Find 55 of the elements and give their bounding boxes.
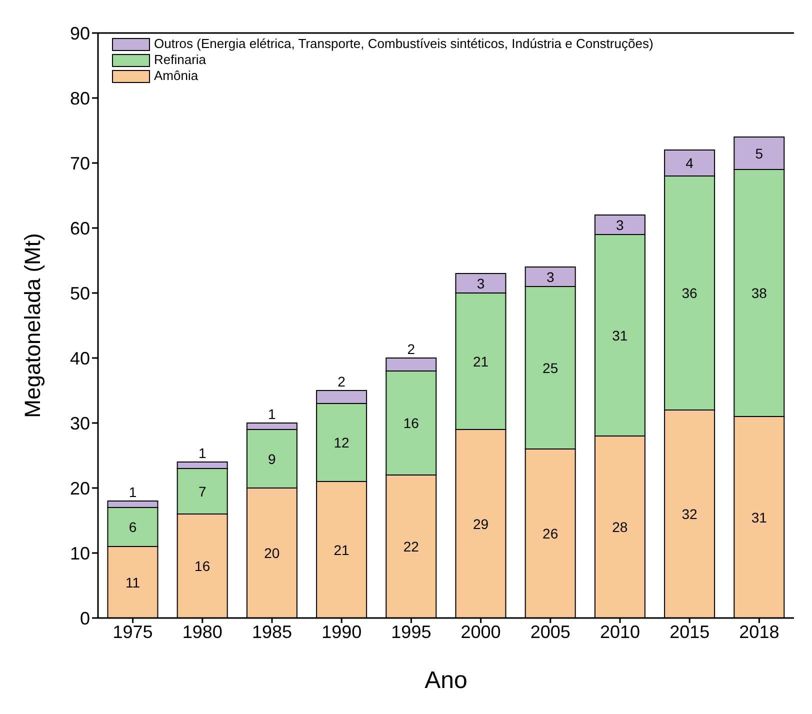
data-label: 22: [403, 538, 420, 554]
data-label: 11: [125, 574, 140, 590]
x-tick-label: 2018: [739, 622, 780, 642]
x-tick-label: 1980: [182, 622, 222, 642]
data-label: 6: [128, 519, 137, 535]
data-label: 29: [472, 516, 489, 532]
data-label: 4: [686, 155, 694, 171]
data-label: 7: [198, 483, 206, 500]
data-label: 16: [194, 558, 210, 574]
data-label: 2: [407, 341, 416, 357]
legend-label: Outros (Energia elétrica, Transporte, Combustíveis sintéticos, Indústria e Construções): [154, 36, 654, 52]
x-tick-label: 1995: [391, 622, 432, 642]
data-label: 32: [682, 506, 698, 522]
x-axis-title: Ano: [424, 667, 468, 694]
data-label: 5: [755, 145, 764, 162]
data-label: 31: [612, 327, 628, 344]
data-label: 12: [334, 434, 350, 450]
y-tick-label: 60: [70, 218, 90, 238]
x-tick-label: 2015: [670, 622, 710, 642]
data-label: 36: [682, 285, 698, 301]
x-tick-label: 2010: [600, 622, 640, 642]
data-label: 26: [542, 526, 558, 542]
x-tick-label: 1975: [112, 622, 153, 642]
y-tick-label: 30: [70, 413, 90, 434]
y-tick-label: 40: [70, 348, 90, 368]
data-label: 16: [403, 415, 420, 431]
x-tick-label: 1985: [252, 622, 292, 642]
data-label: 25: [542, 360, 558, 376]
legend-label: Amônia: [154, 68, 198, 84]
y-tick-label: 50: [70, 283, 90, 304]
data-label: 3: [616, 216, 624, 233]
y-tick-label: 10: [70, 543, 90, 564]
x-tick-label: 1990: [322, 622, 362, 642]
data-label: 38: [751, 285, 768, 301]
data-label: 3: [476, 275, 485, 292]
data-label: 20: [264, 545, 280, 561]
data-label: 2: [338, 374, 346, 390]
data-label: 21: [472, 353, 489, 370]
data-label: 9: [268, 450, 276, 467]
y-tick-label: 80: [70, 88, 90, 108]
y-axis-title: Megatonelada (Mt): [20, 233, 45, 418]
legend-label: Refinaria: [154, 52, 206, 68]
x-tick-label: 2005: [530, 622, 570, 642]
data-label: 3: [546, 268, 554, 285]
data-label: 1: [128, 484, 137, 500]
data-label: 31: [751, 509, 768, 526]
x-tick-label: 2000: [460, 622, 501, 642]
data-label: 21: [334, 542, 350, 558]
y-tick-label: 90: [70, 23, 90, 44]
data-label: 1: [198, 445, 206, 461]
y-tick-label: 20: [70, 478, 90, 498]
data-label: 1: [268, 406, 276, 422]
y-tick-label: 0: [80, 608, 90, 628]
y-tick-label: 70: [70, 153, 90, 174]
data-label: 28: [612, 519, 628, 535]
